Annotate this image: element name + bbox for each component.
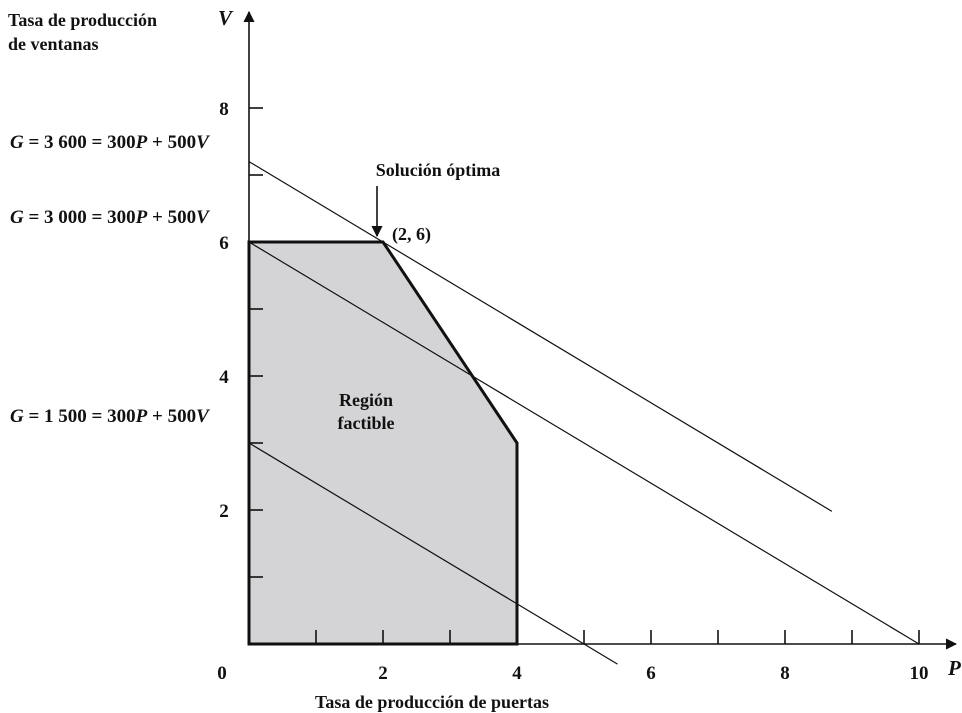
y-tick-label: 8	[219, 99, 229, 120]
y-tick-label: 6	[219, 233, 229, 254]
y-axis-label-line1: Tasa de producción	[8, 10, 157, 30]
objective-label-3600: G = 3 600 = 300P + 500V	[10, 132, 210, 153]
objective-line-1500	[248, 442, 618, 665]
feasible-region	[247, 240, 519, 646]
x-tick-label: 0	[217, 663, 227, 684]
x-tick-label: 4	[512, 663, 522, 684]
y-axis-symbol: V	[218, 6, 234, 30]
optimal-solution-label: Solución óptima	[376, 160, 501, 180]
x-tick-label: 10	[910, 663, 929, 684]
x-tick-label: 8	[780, 663, 790, 684]
optimal-point-label: (2, 6)	[392, 224, 431, 245]
x-tick-label: 6	[646, 663, 656, 684]
y-ticks: 2 4 6 8	[219, 99, 263, 578]
region-label-line2: factible	[338, 413, 395, 433]
y-tick-label: 2	[219, 501, 229, 522]
x-axis-label: Tasa de producción de puertas	[315, 692, 549, 712]
region-label-line1: Región	[339, 390, 393, 410]
objective-lines	[248, 161, 920, 665]
y-axis-label-line2: de ventanas	[8, 34, 99, 54]
y-tick-label: 4	[219, 367, 229, 388]
x-axis-symbol: P	[947, 656, 961, 680]
x-ticks: 0 2 4 6 8 10	[217, 630, 929, 684]
objective-label-3000: G = 3 000 = 300P + 500V	[10, 207, 210, 228]
objective-line-3600	[248, 161, 833, 512]
objective-label-1500: G = 1 500 = 300P + 500V	[10, 406, 210, 427]
objective-line-3000	[248, 241, 920, 645]
x-tick-label: 2	[378, 663, 388, 684]
